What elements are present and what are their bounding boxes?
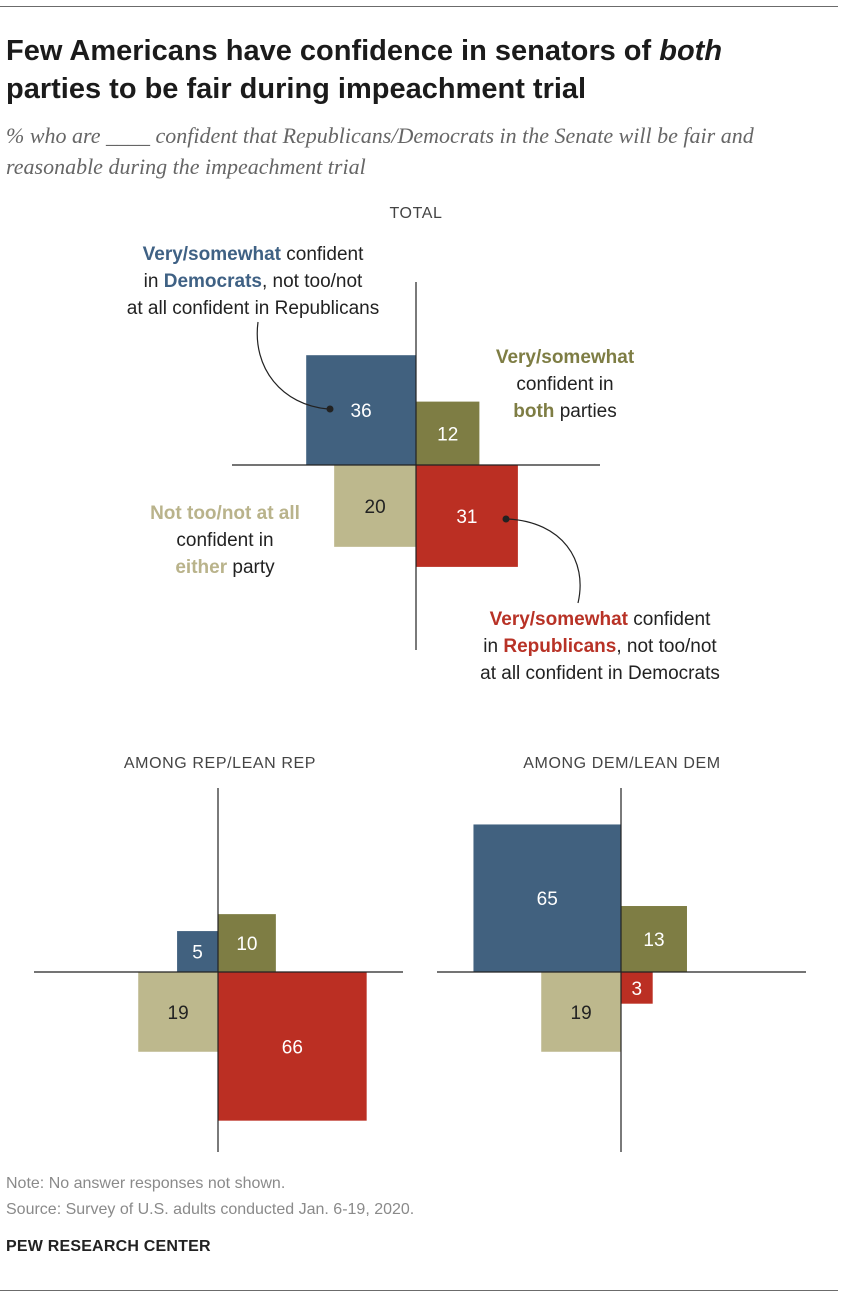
- square-rep-top-right: [218, 914, 276, 972]
- value-label-total-top-left: 36: [351, 401, 372, 422]
- annotation-dem-only: Very/somewhat confident in Democrats, no…: [126, 244, 380, 319]
- value-label-dem-top-left: 65: [537, 889, 558, 910]
- value-label-rep-top-right: 10: [236, 934, 257, 955]
- leader-dot-dem: [326, 405, 334, 413]
- value-label-total-bottom-right: 31: [456, 507, 477, 528]
- square-rep-bottom-right: [218, 972, 367, 1121]
- square-total-bottom-left: [334, 465, 416, 547]
- bottom-rule: [0, 1290, 838, 1291]
- panel-title-rep: AMONG REP/LEAN REP: [123, 755, 317, 772]
- value-label-rep-bottom-right: 66: [282, 1037, 303, 1058]
- brand-label: PEW RESEARCH CENTER: [6, 1238, 211, 1255]
- square-dem-top-right: [621, 906, 687, 972]
- value-label-total-top-right: 12: [437, 424, 458, 445]
- leader-line-rep: [507, 518, 581, 604]
- square-total-bottom-right: [416, 465, 518, 567]
- value-label-rep-bottom-left: 19: [168, 1003, 189, 1024]
- quadrant-chart-rep: 5 10 19 66: [34, 788, 403, 1152]
- value-label-total-bottom-left: 20: [365, 497, 386, 518]
- square-total-top-right: [416, 401, 480, 465]
- annotation-neither: Not too/not at all confident in either p…: [150, 503, 300, 578]
- quadrant-chart-total: 36 12 20 31: [232, 282, 600, 650]
- chart-title: Few Americans have confidence in senator…: [6, 35, 723, 105]
- square-dem-bottom-left: [541, 972, 621, 1052]
- square-rep-bottom-left: [138, 972, 218, 1052]
- square-dem-bottom-right: [621, 972, 653, 1004]
- leader-dot-rep: [502, 515, 510, 523]
- panel-title-dem: AMONG DEM/LEAN DEM: [523, 755, 721, 772]
- leader-line-dem: [256, 321, 329, 410]
- value-label-dem-bottom-right: 3: [632, 979, 643, 1000]
- note: Note: No answer responses not shown.: [6, 1175, 286, 1192]
- square-total-top-left: [306, 355, 416, 465]
- value-label-dem-bottom-left: 19: [571, 1003, 592, 1024]
- source: Source: Survey of U.S. adults conducted …: [6, 1201, 415, 1218]
- panel-title-total: TOTAL: [389, 205, 443, 222]
- chart-subtitle: % who are ____ confident that Republican…: [6, 123, 754, 179]
- value-label-rep-top-left: 5: [192, 943, 203, 964]
- square-rep-top-left: [177, 931, 218, 972]
- top-rule: [0, 6, 838, 7]
- annotation-rep-only: Very/somewhat confident in Republicans, …: [480, 609, 720, 684]
- square-dem-top-left: [473, 824, 621, 972]
- annotation-both: Very/somewhat confident in both parties: [495, 347, 635, 422]
- quadrant-chart-dem: 65 13 19 3: [437, 788, 806, 1152]
- value-label-dem-top-right: 13: [643, 930, 664, 951]
